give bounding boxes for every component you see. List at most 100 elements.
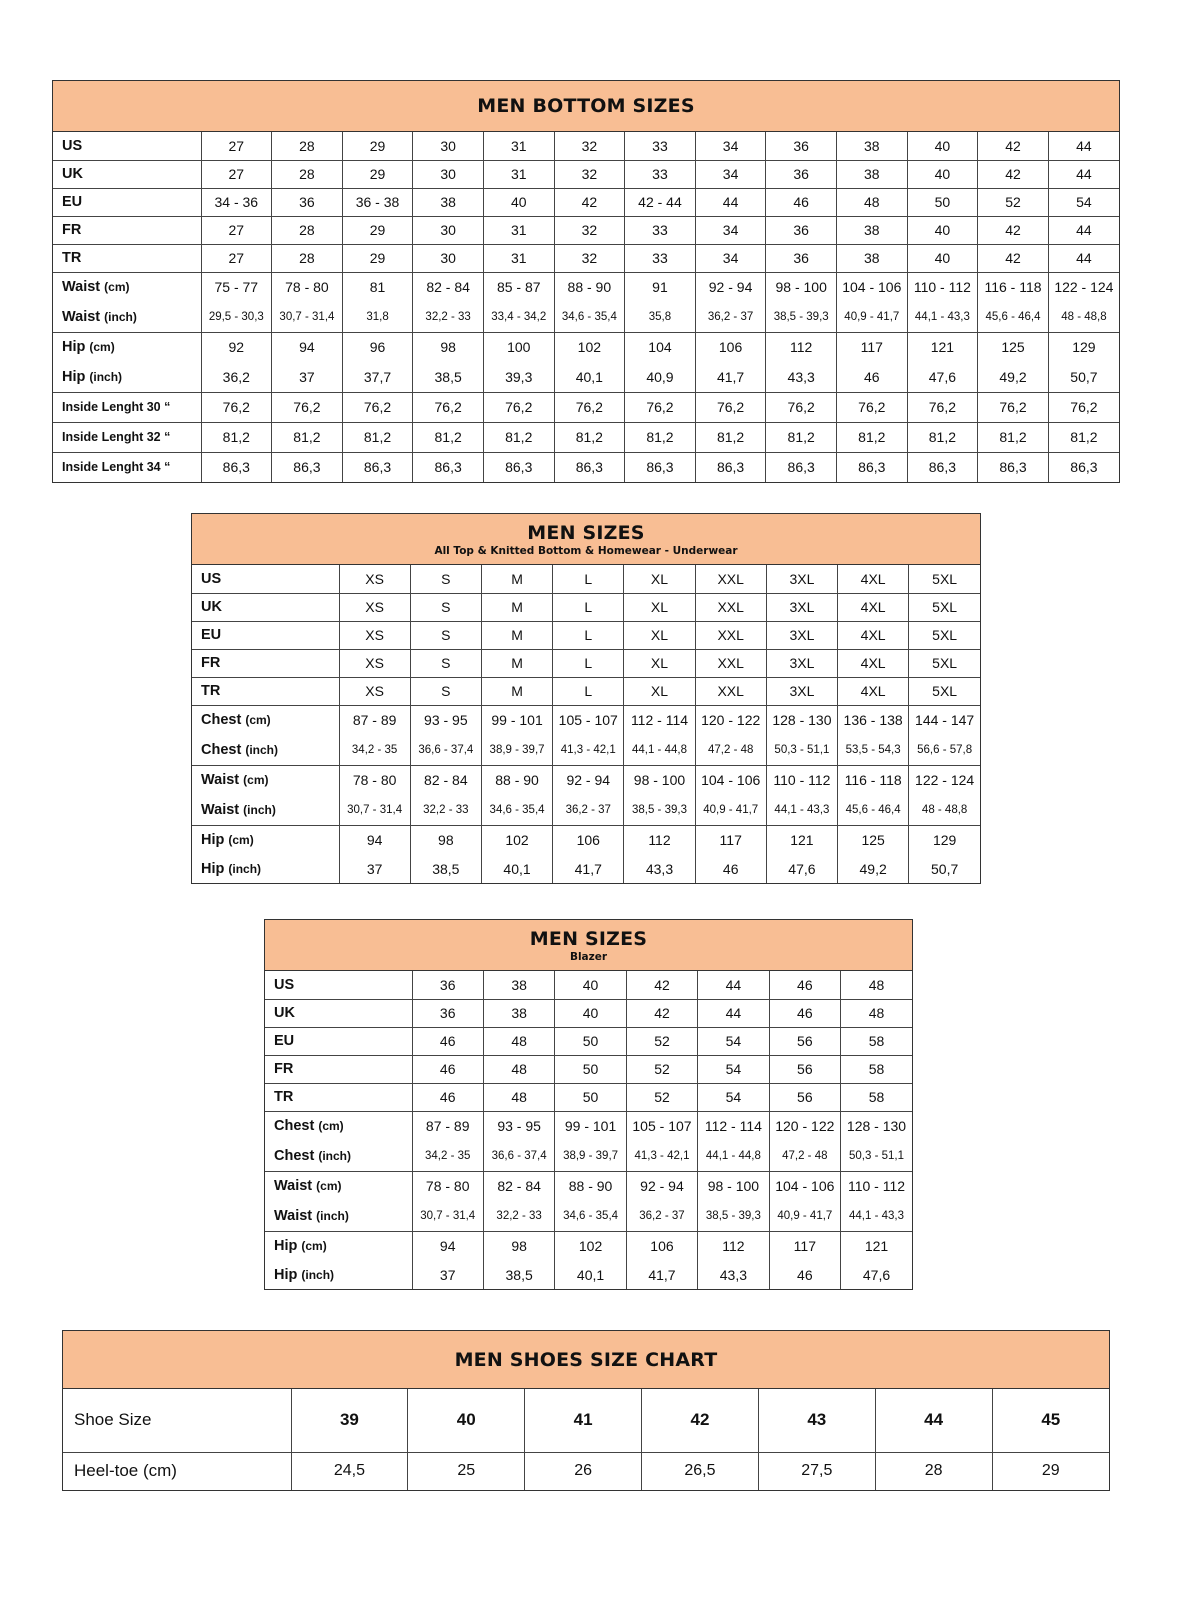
size-value-cell: 36,2 [200, 362, 272, 392]
size-value-cell: 34,6 - 35,4 [553, 302, 625, 332]
row-label: TR [265, 1082, 412, 1111]
size-value-cell: 47,6 [765, 854, 838, 883]
size-value-cell: 48 [482, 1082, 555, 1111]
row-label: EU [265, 1026, 412, 1055]
size-value-cell: 87 - 89 [338, 704, 411, 735]
size-value-cell: 94 [411, 1230, 484, 1260]
size-value-cell: 56,6 - 57,8 [908, 735, 980, 765]
row-unit: (cm) [301, 1238, 327, 1253]
size-value-cell: 36 [765, 215, 837, 244]
size-value-cell: 44 [694, 187, 766, 216]
size-value-cell: 93 - 95 [482, 1110, 555, 1141]
size-value-cell: 34,2 - 35 [338, 735, 411, 765]
size-value-cell: 30,7 - 31,4 [411, 1201, 484, 1231]
size-value-cell: 28 [271, 132, 343, 160]
size-value-cell: 129 [1047, 331, 1119, 362]
size-value-cell: 76,2 [694, 391, 766, 422]
size-value-cell: 34,6 - 35,4 [554, 1201, 627, 1231]
size-value-cell: 50 [554, 1082, 627, 1111]
size-value-cell: 104 [624, 331, 696, 362]
size-value-cell: 86,3 [906, 451, 978, 482]
size-value-cell: 76,2 [553, 391, 625, 422]
size-value-cell: 86,3 [835, 451, 908, 482]
size-value-cell: 46 [768, 1260, 841, 1289]
size-value-cell: 52 [625, 1082, 698, 1111]
size-value-cell: XS [338, 648, 411, 677]
size-value-cell: 40,9 - 41,7 [835, 302, 908, 332]
men-bottom-sizes-table: MEN BOTTOM SIZES US 27 28 29 30 31 32 33 34 36 38 40… [52, 80, 1120, 483]
size-value-cell: 41,7 [694, 362, 766, 392]
size-value-cell: 50,7 [908, 854, 980, 883]
size-value-cell: 81 [341, 271, 413, 302]
size-value-cell: 42 [625, 998, 698, 1027]
row-label: TR [53, 243, 201, 272]
size-value-cell: 81,2 [482, 421, 555, 452]
size-value-cell: 29,5 - 30,3 [200, 302, 272, 332]
size-value-cell: 81,2 [977, 421, 1049, 452]
table-row: US 27 28 29 30 31 32 33 34 36 38 40 42 44 [53, 132, 1119, 160]
size-value-cell: 44,1 - 44,8 [697, 1141, 770, 1171]
size-value-cell: 44,1 - 44,8 [623, 735, 696, 765]
size-value-cell: 104 - 106 [768, 1170, 841, 1201]
row-label: Chest (inch) [265, 1141, 412, 1171]
table-row: EU 34 - 36 36 36 - 38 38 40 42 42 - 44 44 46 48 50 5… [53, 187, 1119, 216]
size-value-cell: 36,6 - 37,4 [409, 735, 482, 765]
row-label-text: Hip [62, 339, 86, 356]
size-value-cell: 53,5 - 54,3 [837, 735, 909, 765]
row-label: Waist (cm) [265, 1170, 412, 1201]
size-value-cell: 78 - 80 [338, 764, 411, 795]
size-value-cell: 32,2 - 33 [412, 302, 484, 332]
size-value-cell: 38 [835, 215, 908, 244]
size-value-cell: 44 [697, 971, 770, 999]
size-value-cell: S [409, 620, 482, 649]
table-row: UK XS S M L XL XXL 3XL 4XL 5XL [192, 592, 980, 621]
size-value-cell: 30 [412, 215, 484, 244]
size-value-cell: 112 [697, 1230, 770, 1260]
table-row: Hip (inch) 36,2 37 37,7 38,5 39,3 40,1 40,9 41,7… [53, 362, 1119, 392]
table-row: FR XS S M L XL XXL 3XL 4XL 5XL [192, 648, 980, 677]
row-unit: (cm) [228, 832, 254, 847]
size-value-cell: XL [623, 620, 696, 649]
size-value-cell: 4XL [837, 565, 909, 593]
size-value-cell: 92 - 94 [625, 1170, 698, 1201]
row-unit: (inch) [316, 1208, 349, 1223]
size-value-cell: 38,5 [412, 362, 484, 392]
size-value-cell: 28 [271, 159, 343, 188]
size-value-cell: 86,3 [765, 451, 837, 482]
size-value-cell: 116 - 118 [837, 764, 909, 795]
size-value-cell: S [409, 648, 482, 677]
table-header: MEN SIZES Blazer [265, 920, 912, 971]
size-value-cell: 86,3 [200, 451, 272, 482]
size-value-cell: 50 [554, 1054, 627, 1083]
row-label: Hip (inch) [265, 1260, 412, 1289]
table-row: Chest (cm) 87 - 89 93 - 95 99 - 101 105 - 10… [192, 704, 980, 735]
size-value-cell: 42 [641, 1389, 759, 1452]
size-value-cell: 40,1 [554, 1260, 627, 1289]
size-value-cell: 34 - 36 [200, 187, 272, 216]
size-value-cell: 46 [835, 362, 908, 392]
size-value-cell: 88 - 90 [480, 764, 553, 795]
size-value-cell: 75 - 77 [200, 271, 272, 302]
size-value-cell: 39 [290, 1389, 408, 1452]
size-value-cell: 144 - 147 [908, 704, 980, 735]
size-value-cell: 76,2 [624, 391, 696, 422]
size-value-cell: 44 [1047, 132, 1119, 160]
table-title: MEN SIZES [527, 521, 645, 544]
size-value-cell: 32 [553, 159, 625, 188]
table-row: Hip (cm) 92 94 96 98 100 102 104 106 112 117 121 125… [53, 331, 1119, 362]
size-value-cell: 100 [482, 331, 555, 362]
size-value-cell: 52 [625, 1054, 698, 1083]
size-value-cell: 129 [908, 824, 980, 854]
size-value-cell: 33 [624, 243, 696, 272]
row-label: Inside Lenght 34 “ [53, 451, 201, 482]
table-row: Hip (inch) 37 38,5 40,1 41,7 43,3 46 47,6 49,2 50… [192, 854, 980, 883]
size-value-cell: L [552, 620, 624, 649]
size-value-cell: 46 [768, 998, 841, 1027]
table-row: Waist (cm) 78 - 80 82 - 84 88 - 90 92 - 94 98… [265, 1170, 912, 1201]
table-row: Waist (cm) 75 - 77 78 - 80 81 82 - 84 85 - 87… [53, 271, 1119, 302]
size-value-cell: 32 [553, 215, 625, 244]
size-value-cell: 43,3 [697, 1260, 770, 1289]
size-value-cell: 38 [835, 132, 908, 160]
size-value-cell: 41,3 - 42,1 [625, 1141, 698, 1171]
size-value-cell: 91 [624, 271, 696, 302]
